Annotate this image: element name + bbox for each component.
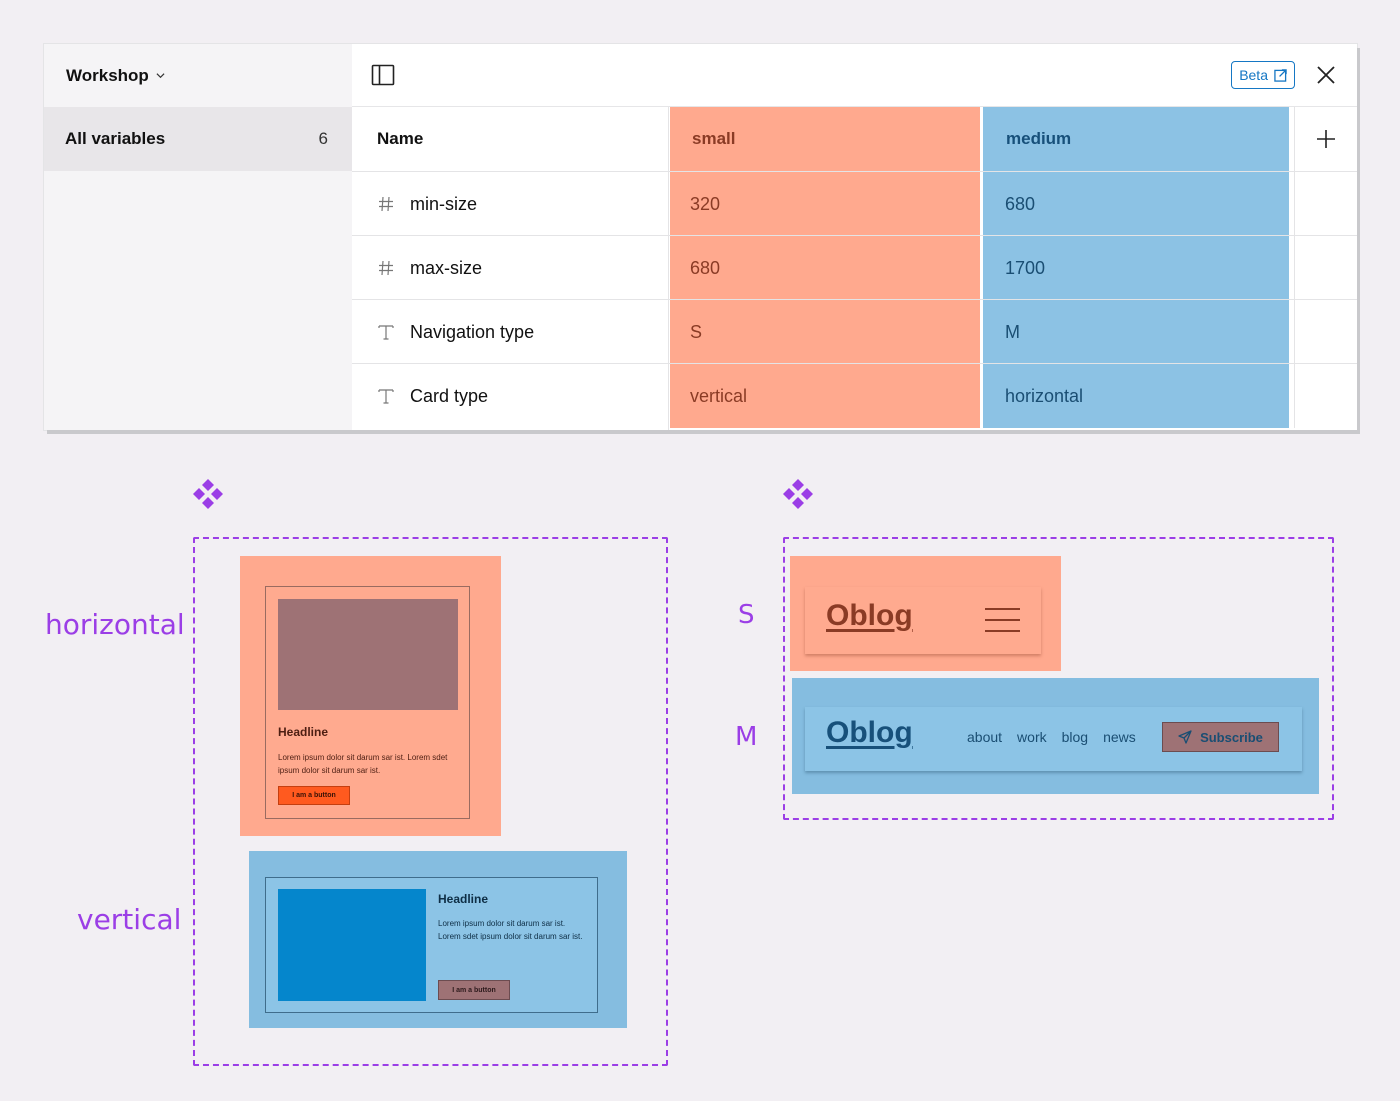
- text-type-icon: [378, 389, 394, 404]
- number-hash-icon: [379, 260, 393, 276]
- variable-name: Card type: [410, 385, 489, 406]
- navbar-medium: Oblog about work blog news Subscribe: [805, 707, 1302, 771]
- table-header-row: Name small medium: [352, 107, 1357, 171]
- empty-cell: [1294, 300, 1357, 364]
- close-icon[interactable]: [1315, 64, 1337, 86]
- chevron-down-icon: [156, 73, 165, 79]
- empty-cell: [1294, 364, 1357, 428]
- variable-name-cell[interactable]: Navigation type: [352, 300, 668, 364]
- card-vertical-layout: Headline Lorem ipsum dolor sit darum sar…: [265, 586, 470, 819]
- nav-links: about work blog news: [967, 729, 1136, 745]
- brand-logo[interactable]: Oblog: [826, 716, 913, 749]
- column-header-medium[interactable]: medium: [983, 107, 1289, 171]
- workspace-title: Workshop: [66, 65, 149, 85]
- variable-name: max-size: [410, 257, 483, 278]
- label-m: M: [735, 722, 758, 752]
- text-type-icon: [378, 325, 394, 340]
- value-small-cell[interactable]: S: [670, 300, 980, 364]
- value-medium-cell[interactable]: 1700: [983, 236, 1289, 300]
- subscribe-button[interactable]: Subscribe: [1162, 722, 1279, 752]
- nav-link-about[interactable]: about: [967, 729, 1003, 745]
- beta-label: Beta: [1239, 67, 1268, 83]
- card-button[interactable]: I am a button: [278, 786, 350, 805]
- value-medium-cell[interactable]: M: [983, 300, 1289, 364]
- component-diamond-icon: [193, 479, 223, 509]
- card-variants-frame: [193, 537, 668, 1066]
- sidebar-item-all-variables[interactable]: All variables 6: [44, 107, 352, 171]
- subscribe-label: Subscribe: [1200, 729, 1263, 745]
- plus-icon: [1317, 130, 1335, 148]
- send-icon: [1178, 730, 1192, 744]
- beta-button[interactable]: Beta: [1231, 61, 1295, 89]
- value-small-cell[interactable]: 680: [670, 236, 980, 300]
- card-horizontal-layout: Headline Lorem ipsum dolor sit darum sar…: [265, 877, 598, 1013]
- nav-variants-frame: [783, 537, 1334, 820]
- value-medium-cell[interactable]: 680: [983, 172, 1289, 236]
- label-s: S: [738, 600, 755, 630]
- panel-toolbar: Beta: [352, 44, 1357, 107]
- card-image-placeholder: [278, 599, 458, 710]
- table-row[interactable]: Navigation type S M: [352, 299, 1357, 364]
- value-medium-cell[interactable]: horizontal: [983, 364, 1289, 428]
- table-row[interactable]: max-size 680 1700: [352, 235, 1357, 300]
- column-header-small[interactable]: small: [670, 107, 980, 171]
- label-vertical: vertical: [77, 903, 182, 936]
- sidebar-toggle-icon[interactable]: [371, 63, 395, 87]
- workspace-selector[interactable]: Workshop: [44, 44, 352, 107]
- card-body-text: Lorem ipsum dolor sit darum sar ist. Lor…: [278, 753, 448, 775]
- add-mode-button[interactable]: [1294, 107, 1357, 171]
- variable-name-cell[interactable]: max-size: [352, 236, 668, 300]
- value-small-cell[interactable]: vertical: [670, 364, 980, 428]
- variables-panel: Workshop All variables 6 Beta Name s: [44, 44, 1357, 430]
- label-horizontal: horizontal: [45, 608, 185, 641]
- table-row[interactable]: Card type vertical horizontal: [352, 363, 1357, 428]
- card-headline: Headline: [438, 892, 489, 906]
- nav-link-news[interactable]: news: [1103, 729, 1136, 745]
- navbar-small: Oblog: [805, 587, 1041, 654]
- table-row[interactable]: min-size 320 680: [352, 171, 1357, 236]
- variable-name-cell[interactable]: Card type: [352, 364, 668, 428]
- value-small-cell[interactable]: 320: [670, 172, 980, 236]
- hamburger-menu-icon[interactable]: [985, 607, 1020, 633]
- card-image-placeholder: [278, 889, 426, 1001]
- nav-link-blog[interactable]: blog: [1061, 729, 1089, 745]
- sidebar-item-label: All variables: [65, 129, 166, 148]
- sidebar-item-count: 6: [318, 129, 328, 148]
- card-body-text: Lorem ipsum dolor sit darum sar ist. Lor…: [438, 919, 583, 941]
- number-hash-icon: [379, 196, 393, 212]
- column-divider: [668, 107, 669, 430]
- external-link-icon: [1274, 68, 1287, 82]
- card-button[interactable]: I am a button: [438, 980, 510, 1000]
- empty-cell: [1294, 172, 1357, 236]
- variable-name: min-size: [410, 193, 478, 214]
- nav-link-work[interactable]: work: [1017, 729, 1047, 745]
- variable-name: Navigation type: [410, 321, 535, 342]
- variables-table: Name small medium min-size 320 680 max-s…: [352, 107, 1357, 430]
- collections-sidebar: Workshop All variables 6: [44, 44, 352, 430]
- variable-name-cell[interactable]: min-size: [352, 172, 668, 236]
- column-header-name: Name: [377, 129, 424, 148]
- card-headline: Headline: [278, 725, 329, 739]
- brand-logo[interactable]: Oblog: [826, 599, 913, 632]
- empty-cell: [1294, 236, 1357, 300]
- component-diamond-icon: [783, 479, 813, 509]
